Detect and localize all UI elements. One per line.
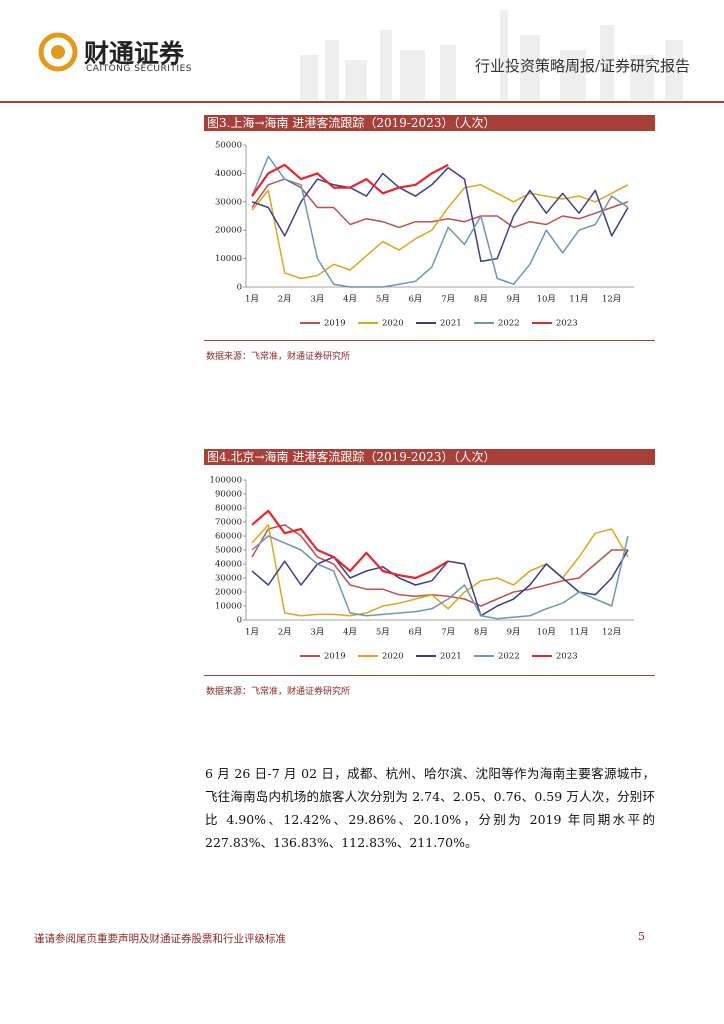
series-line: [251, 184, 629, 280]
x-tick-label: 10月: [537, 628, 556, 638]
body-paragraph: 6 月 26 日-7 月 02 日，成都、杭州、哈尔滨、沈阳等作为海南主要客源城…: [205, 766, 655, 850]
series-line: [251, 509, 449, 580]
page-number: 5: [638, 930, 645, 943]
x-tick-label: 7月: [441, 295, 455, 305]
legend-label: 2022: [498, 652, 520, 662]
x-tick-label: 6月: [409, 628, 423, 638]
y-tick-label: 10000: [215, 254, 242, 264]
x-tick-label: 10月: [537, 295, 556, 305]
legend-label: 2021: [440, 319, 462, 329]
x-tick-label: 2月: [278, 628, 292, 638]
y-tick-label: 30000: [215, 197, 242, 207]
y-tick-label: 10000: [215, 602, 242, 612]
y-tick-label: 0: [237, 283, 242, 293]
figure-title: 图4.北京→海南 进港客流跟踪（2019-2023）（人次）: [204, 449, 655, 465]
x-tick-label: 9月: [507, 628, 521, 638]
legend-label: 2019: [324, 652, 346, 662]
y-tick-label: 40000: [215, 560, 242, 570]
legend-label: 2020: [382, 319, 404, 329]
x-tick-label: 11月: [569, 295, 588, 305]
source-note: 数据来源：飞常准，财通证券研究所: [206, 352, 351, 362]
legend-label: 2019: [324, 319, 346, 329]
y-tick-label: 100000: [210, 476, 242, 486]
y-tick-label: 60000: [215, 532, 242, 542]
x-tick-label: 8月: [474, 628, 488, 638]
series-line: [251, 549, 629, 617]
series-line: [251, 166, 629, 263]
chart: 0 10000 20000 30000 40000 50000 1月 2月 3月 4月 5月 6月 7月…: [204, 141, 655, 341]
y-tick-label: 80000: [215, 504, 242, 514]
y-tick-label: 20000: [215, 588, 242, 598]
x-tick-label: 6月: [409, 295, 423, 305]
y-tick-label: 20000: [215, 226, 242, 236]
y-tick-label: 30000: [215, 574, 242, 584]
x-tick-label: 9月: [507, 295, 521, 305]
x-tick-label: 2月: [278, 295, 292, 305]
x-tick-label: 4月: [343, 295, 357, 305]
x-tick-label: 12月: [602, 295, 621, 305]
y-tick-label: 90000: [215, 490, 242, 500]
legend-label: 2020: [382, 652, 404, 662]
logo-cn: 财通证券: [84, 39, 185, 68]
y-tick-label: 0: [237, 616, 242, 626]
series-line: [251, 163, 449, 197]
x-tick-label: 3月: [310, 295, 324, 305]
series-line: [251, 535, 629, 620]
series-line: [251, 155, 629, 288]
legend-label: 2023: [556, 319, 578, 329]
x-tick-label: 12月: [602, 628, 621, 638]
x-tick-label: 4月: [343, 628, 357, 638]
x-tick-label: 7月: [441, 628, 455, 638]
legend-label: 2022: [498, 319, 520, 329]
footer-disclaimer: 谨请参阅尾页重要声明及财通证券股票和行业评级标准: [34, 933, 286, 945]
x-tick-label: 1月: [245, 295, 259, 305]
x-tick-label: 3月: [310, 628, 324, 638]
x-tick-label: 5月: [376, 295, 390, 305]
series-line: [251, 178, 629, 229]
x-tick-label: 11月: [569, 628, 588, 638]
x-tick-label: 1月: [245, 628, 259, 638]
legend-label: 2023: [556, 652, 578, 662]
x-tick-label: 8月: [474, 295, 488, 305]
figure-title: 图3.上海→海南 进港客流跟踪（2019-2023）（人次）: [204, 115, 655, 131]
logo-en: CAITONG SECURITIES: [86, 64, 192, 74]
chart: 0 10000 20000 30000 40000 50000 60000 70000 8000…: [204, 476, 655, 676]
legend-label: 2021: [440, 652, 462, 662]
y-tick-label: 70000: [215, 518, 242, 528]
series-line: [251, 524, 629, 617]
y-tick-label: 40000: [215, 169, 242, 179]
source-note: 数据来源：飞常准，财通证券研究所: [206, 687, 351, 697]
x-tick-label: 5月: [376, 628, 390, 638]
report-type: 行业投资策略周报/证券研究报告: [474, 57, 690, 75]
header-art: [0, 10, 724, 103]
y-tick-label: 50000: [215, 141, 242, 151]
y-tick-label: 50000: [215, 546, 242, 556]
